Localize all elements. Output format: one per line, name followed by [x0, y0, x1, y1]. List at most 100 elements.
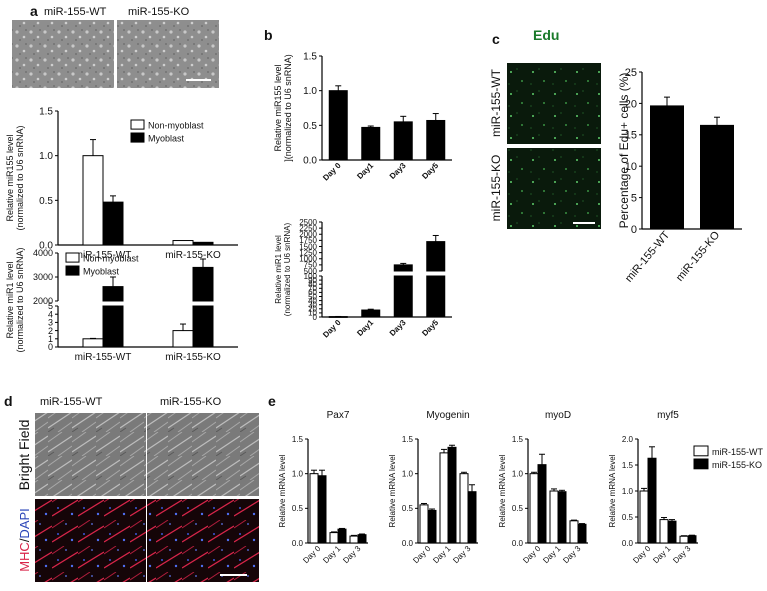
y-tick-label-upper-b_bottom-2: 1000 — [299, 255, 317, 264]
x-tick-label-a_bottom-1: miR-155-KO — [165, 352, 221, 363]
panel-letter-c: c — [492, 31, 500, 47]
x-tick-label-e_myod-2: Day 3 — [561, 544, 583, 566]
x-tick-label-b_bottom-0: Day 0 — [321, 318, 343, 340]
d-header-ko: miR-155-KO — [160, 396, 222, 408]
y-tick-label-c-3: 15 — [625, 130, 637, 142]
y-tick-label-e_myf5-4: 2.0 — [622, 435, 634, 444]
bar-lower-b_bottom-3-0 — [426, 275, 446, 318]
y-tick-label-upper-a_bottom-0: 2000 — [33, 296, 53, 306]
d-header-wt: miR-155-WT — [40, 396, 103, 408]
y-axis-label-e_pax7-0: Relative mRNA level — [278, 454, 287, 527]
legend-label-a_top-1: Myoblast — [148, 133, 185, 143]
bar-a_bottom-0-0 — [82, 338, 104, 348]
y-tick-label-e_pax7-2: 1.0 — [292, 469, 304, 478]
micrograph-c-ko — [507, 148, 601, 229]
y-tick-label-b_top-2: 1.0 — [303, 86, 317, 97]
bar-e_pax7-1-0 — [329, 532, 339, 544]
y-tick-label-lower-a_bottom-5: 5 — [48, 301, 53, 311]
bar-b_top-3-0 — [426, 119, 446, 161]
micrograph-c-wt — [507, 63, 601, 144]
chart-b_top: 0.0 0.5 1.0 1.5 Relative miR155 level](norma… — [273, 52, 452, 183]
y-tick-label-upper-b_bottom-6: 2000 — [299, 230, 317, 239]
y-tick-label-lower-b_bottom-9: 90 — [308, 276, 317, 285]
y-tick-label-e_myod-0: 0.0 — [512, 539, 524, 548]
y-tick-label-e_pax7-3: 1.5 — [292, 435, 304, 444]
y-tick-label-lower-b_bottom-2: 20 — [308, 305, 317, 314]
chart-e_pax7: 0.0 0.5 1.0 1.5 Relative mRNA level Pax7 Day 0… — [278, 410, 368, 565]
y-tick-label-lower-b_bottom-6: 60 — [308, 288, 317, 297]
y-tick-label-c-1: 5 — [631, 192, 637, 204]
y-tick-label-a_top-1: 0.5 — [39, 196, 53, 207]
x-tick-label-b_top-1: Day1 — [355, 161, 375, 181]
y-tick-label-c-5: 25 — [625, 67, 637, 79]
y-tick-label-lower-a_bottom-4: 4 — [48, 309, 53, 319]
bar-e_pax7-2-0 — [349, 535, 359, 544]
bar-e_myogenin-2-0 — [459, 473, 469, 544]
y-tick-label-e_myogenin-3: 1.5 — [402, 435, 414, 444]
bar-e_myogenin-2-1 — [467, 491, 477, 544]
y-tick-label-a_top-2: 1.0 — [39, 151, 53, 162]
y-tick-label-e_myogenin-0: 0.0 — [402, 539, 414, 548]
bar-e_myf5-2-1 — [687, 535, 697, 544]
legend-swatch-a_bottom-0 — [65, 252, 80, 263]
y-axis-label-e_myogenin-0: Relative mRNA level — [388, 454, 397, 527]
y-tick-label-lower-a_bottom-3: 3 — [48, 318, 53, 328]
bar-e_myf5-2-0 — [679, 535, 689, 544]
legend-label-a_bottom-0: Non-myoblast — [83, 253, 139, 263]
x-tick-label-e_myod-0: Day 0 — [521, 544, 543, 566]
y-tick-label-e_pax7-1: 0.5 — [292, 504, 304, 513]
bar-b_top-1-0 — [361, 126, 381, 161]
y-axis-label-b_bottom-1: (normalized to U6 snRNA) — [283, 222, 292, 316]
bar-upper-b_bottom-3-0 — [426, 241, 446, 272]
x-tick-label-b_top-3: Day5 — [420, 161, 440, 181]
bar-c-0-0 — [650, 105, 684, 230]
y-tick-label-e_myod-2: 1.0 — [512, 469, 524, 478]
x-tick-label-b_top-2: Day3 — [388, 161, 408, 181]
y-tick-label-lower-a_bottom-1: 1 — [48, 334, 53, 344]
y-axis-label-c-0: Percentage of Edu+ cells (%) — [617, 73, 631, 229]
y-tick-label-lower-b_bottom-8: 80 — [308, 280, 317, 289]
y-tick-label-c-4: 20 — [625, 98, 637, 110]
edu-title: Edu — [533, 27, 560, 43]
chart-title-e_pax7: Pax7 — [327, 410, 350, 421]
bar-e_myogenin-1-0 — [439, 452, 449, 544]
bar-e_myogenin-1-1 — [447, 446, 457, 544]
legend-label-e_myf5-0: miR-155-WT — [712, 447, 764, 457]
y-axis-label-a_bottom-0: Relative miR1 level — [5, 261, 15, 338]
x-tick-label-c-1: miR-155-KO — [674, 229, 723, 284]
x-tick-label-c-0: miR-155-WT — [623, 229, 672, 285]
micrograph-a-wt — [12, 20, 114, 88]
x-tick-label-b_bottom-1: Day1 — [355, 318, 375, 338]
c-row-label-wt: miR-155-WT — [489, 68, 503, 137]
y-tick-label-lower-b_bottom-0: 0 — [313, 313, 318, 322]
y-tick-label-lower-b_bottom-3: 30 — [308, 301, 317, 310]
bar-upper-a_bottom-0-1 — [102, 286, 124, 302]
chart-title-e_myod: myoD — [545, 410, 571, 421]
bar-e_myf5-1-0 — [659, 519, 669, 544]
y-tick-label-b_top-0: 0.0 — [303, 156, 317, 167]
y-tick-label-a_top-3: 1.5 — [39, 107, 53, 118]
bar-a_top-1-0 — [172, 240, 194, 246]
panel-letter-b: b — [264, 27, 273, 43]
y-axis-label-e_myf5-0: Relative mRNA level — [608, 454, 617, 527]
y-tick-label-e_myf5-0: 0.0 — [622, 539, 634, 548]
chart-a_top: 0.0 0.5 1.0 1.5 Relative miR155 level (normal… — [5, 107, 238, 261]
bar-e_myf5-0-1 — [647, 457, 657, 544]
y-tick-label-lower-b_bottom-4: 40 — [308, 296, 317, 305]
x-tick-label-b_top-0: Day 0 — [321, 161, 343, 183]
micrograph-d-mhc-wt — [35, 499, 146, 582]
bar-b_bottom-1-0 — [361, 309, 381, 318]
legend-label-e_myf5-1: miR-155-KO — [712, 460, 762, 470]
y-tick-label-b_top-3: 1.5 — [303, 52, 317, 63]
x-tick-label-a_top-1: miR-155-KO — [165, 250, 221, 261]
bar-e_myogenin-0-1 — [427, 509, 437, 544]
panel-letter-a: a — [30, 3, 38, 19]
bar-a_top-0-1 — [102, 201, 124, 246]
y-tick-label-e_myod-1: 0.5 — [512, 504, 524, 513]
y-tick-label-e_myf5-2: 1.0 — [622, 487, 634, 496]
legend-swatch-e_myf5-1 — [693, 458, 709, 470]
micrograph-a-ko — [117, 20, 219, 88]
bar-lower-a_bottom-0-1 — [102, 305, 124, 348]
